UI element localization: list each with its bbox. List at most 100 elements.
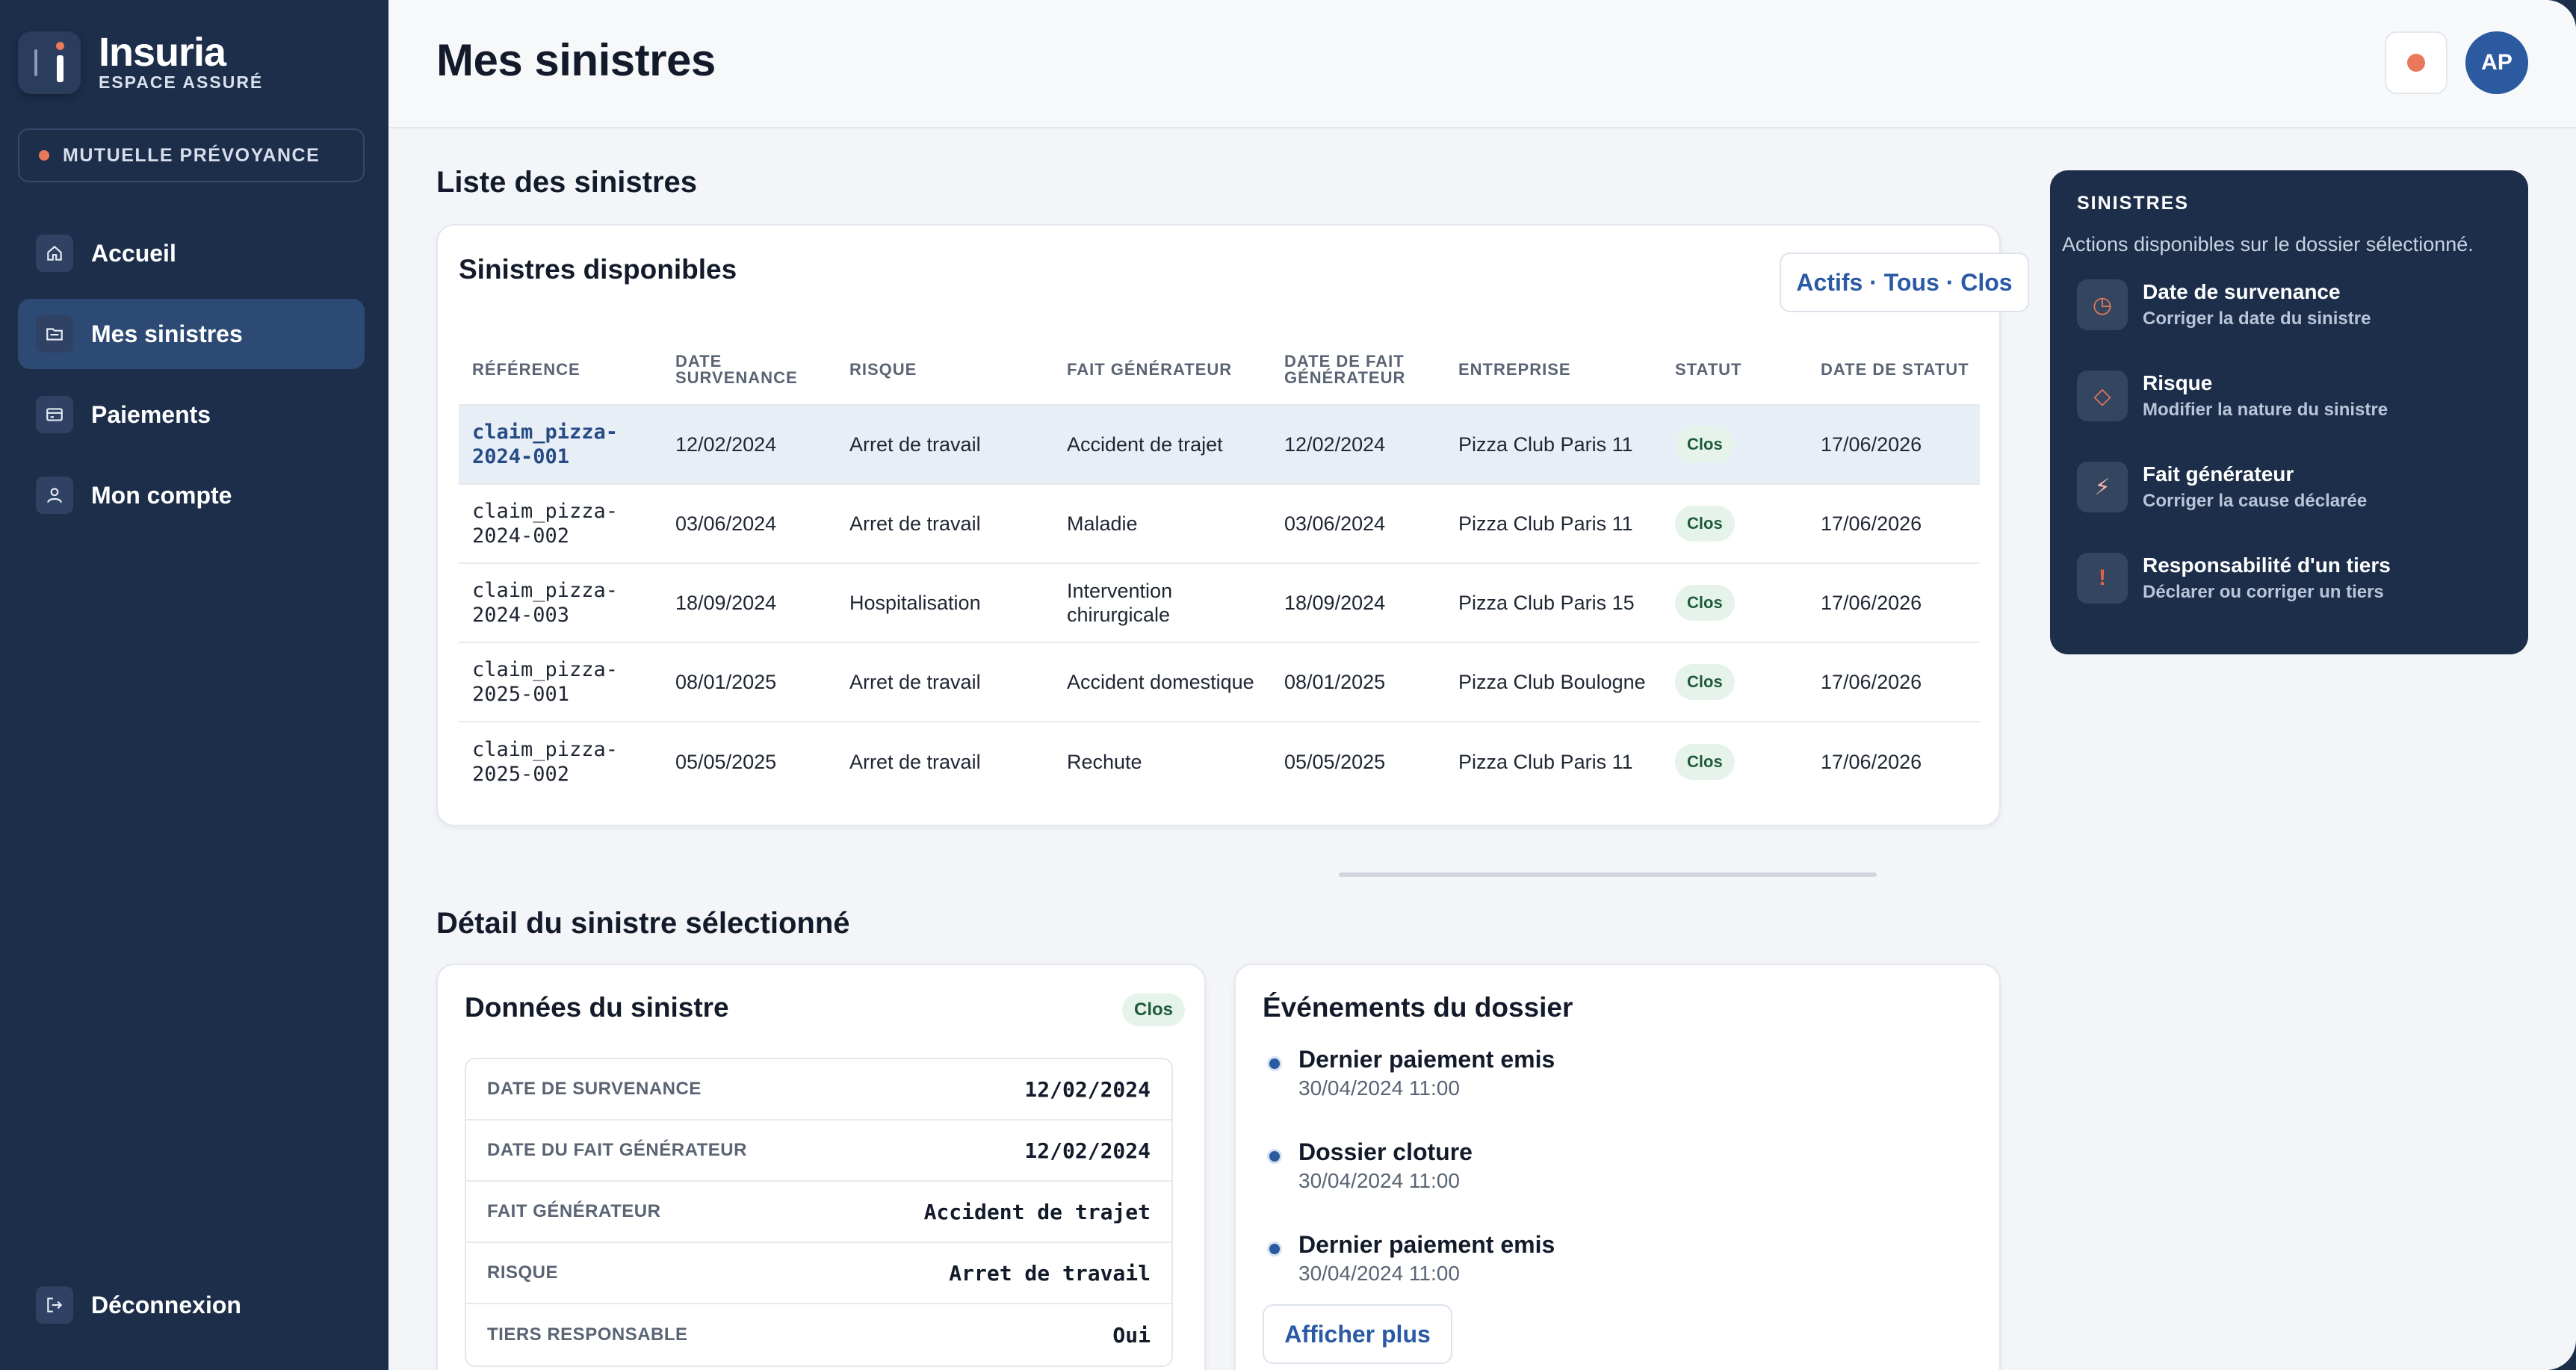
field-label: DATE DE SURVENANCE	[487, 1079, 702, 1099]
claim-reference[interactable]: claim_pizza-2024-001	[472, 421, 619, 468]
field-value: Oui	[1112, 1322, 1151, 1348]
field-row: FAIT GÉNÉRATEUR Accident de trajet	[466, 1182, 1171, 1243]
field-value: Arret de travail	[949, 1260, 1151, 1286]
claim-risque: Arret de travail	[836, 484, 1053, 564]
timeline-event: Dossier cloture 30/04/2024 11:00	[1263, 1138, 1555, 1231]
claims-list-card: Sinistres disponibles Actifs · Tous · Cl…	[436, 224, 2029, 826]
page-title: Mes sinistres	[436, 35, 716, 85]
claim-risque: Arret de travail	[849, 750, 981, 773]
claim-date-fait: 05/05/2025	[1284, 750, 1386, 773]
avatar[interactable]: AP	[2465, 31, 2528, 94]
event-date: 30/04/2024 11:00	[1298, 1169, 1460, 1192]
action-risque[interactable]: ◇ Risque Modifier la nature du sinistre	[2077, 371, 2388, 421]
sidebar-item-label: Accueil	[91, 239, 176, 267]
column-header-date-fait[interactable]: DATE DE FAIT GÉNÉRATEUR	[1271, 335, 1445, 406]
sidebar-item-mes-sinistres[interactable]: Mes sinistres	[18, 299, 365, 369]
insuria-logo-icon	[18, 31, 81, 94]
lightning-icon: ⚡	[2077, 462, 2128, 512]
field-value: 12/02/2024	[1024, 1138, 1151, 1163]
column-header-reference[interactable]: RÉFÉRENCE	[459, 335, 662, 406]
claim-fait: Accident domestique	[1053, 642, 1271, 722]
sidebar-item-label: Mon compte	[91, 481, 232, 509]
claim-date-statut: 17/06/2026	[1821, 750, 1922, 773]
column-header-date-survenance[interactable]: DATE SURVENANCE	[662, 335, 836, 406]
claim-reference[interactable]: claim_pizza-2024-003	[472, 579, 619, 627]
table-row[interactable]: claim_pizza-2024-003 18/09/2024 Hospital…	[459, 563, 1980, 643]
column-header-statut[interactable]: STATUT	[1662, 335, 1807, 406]
action-date-survenance[interactable]: ◷ Date de survenance Corriger la date du…	[2077, 279, 2371, 330]
diamond-icon: ◇	[2077, 371, 2128, 421]
column-header-date-statut[interactable]: DATE DE STATUT	[1807, 335, 1980, 406]
claim-entreprise: Pizza Club Paris 15	[1445, 563, 1662, 643]
table-row[interactable]: claim_pizza-2025-001 08/01/2025 Arret de…	[459, 642, 1980, 722]
field-value: 12/02/2024	[1024, 1076, 1151, 1102]
brand[interactable]: Insuria ESPACE ASSURÉ	[18, 31, 263, 94]
list-section-title: Liste des sinistres	[436, 166, 698, 199]
field-label: FAIT GÉNÉRATEUR	[487, 1201, 661, 1221]
field-row: TIERS RESPONSABLE Oui	[466, 1304, 1171, 1366]
card-icon	[36, 396, 73, 433]
claim-reference[interactable]: claim_pizza-2024-002	[472, 500, 619, 548]
notification-button[interactable]	[2385, 31, 2447, 94]
claim-date-fait: 12/02/2024	[1271, 405, 1445, 485]
event-title: Dernier paiement emis	[1298, 1231, 1555, 1258]
claim-fait: Accident de trajet	[1053, 405, 1271, 485]
action-title: Fait générateur	[2143, 462, 2294, 486]
claim-date-fait: 18/09/2024	[1271, 563, 1445, 643]
user-icon	[36, 477, 73, 514]
organization-name: MUTUELLE PRÉVOYANCE	[63, 144, 321, 166]
action-title: Risque	[2143, 371, 2213, 394]
status-badge: Clos	[1675, 743, 1735, 780]
table-header-row: RÉFÉRENCE DATE SURVENANCE RISQUE FAIT GÉ…	[459, 335, 1980, 406]
timeline-event: Dernier paiement emis 30/04/2024 11:00	[1263, 1046, 1555, 1138]
sidebar-item-mon-compte[interactable]: Mon compte	[18, 460, 365, 530]
claim-date: 12/02/2024	[662, 405, 836, 485]
claim-fait: Intervention chirurgicale	[1053, 563, 1271, 643]
action-title: Responsabilité d'un tiers	[2143, 554, 2391, 577]
brand-name: Insuria	[99, 29, 226, 75]
claim-date: 18/09/2024	[662, 563, 836, 643]
status-badge: Clos	[1122, 994, 1186, 1026]
table-row[interactable]: claim_pizza-2024-002 03/06/2024 Arret de…	[459, 484, 1980, 564]
claim-entreprise: Pizza Club Paris 11	[1445, 484, 1662, 564]
claim-entreprise: Pizza Club Boulogne	[1445, 642, 1662, 722]
sidebar-item-paiements[interactable]: Paiements	[18, 379, 365, 450]
claim-reference[interactable]: claim_pizza-2025-001	[472, 658, 619, 706]
status-filter-button[interactable]: Actifs · Tous · Clos	[1780, 252, 2029, 312]
table-row[interactable]: claim_pizza-2025-002 05/05/2025 Arret de…	[459, 722, 1980, 801]
event-title: Dossier cloture	[1298, 1138, 1473, 1165]
column-header-fait-generateur[interactable]: FAIT GÉNÉRATEUR	[1053, 335, 1271, 406]
claim-risque: Arret de travail	[836, 642, 1053, 722]
show-more-button[interactable]: Afficher plus	[1263, 1304, 1452, 1364]
claim-risque: Hospitalisation	[836, 563, 1053, 643]
sidebar-item-accueil[interactable]: Accueil	[18, 218, 365, 288]
field-label: DATE DU FAIT GÉNÉRATEUR	[487, 1140, 747, 1160]
field-row: RISQUE Arret de travail	[466, 1243, 1171, 1304]
actions-title: SINISTRES	[2077, 193, 2189, 214]
claim-date-statut: 17/06/2026	[1807, 484, 1980, 564]
resize-handle[interactable]	[1339, 872, 1877, 877]
action-title: Date de survenance	[2143, 280, 2341, 303]
status-badge: Clos	[1675, 585, 1735, 621]
column-header-entreprise[interactable]: ENTREPRISE	[1445, 335, 1662, 406]
timeline-dot-icon	[1267, 1149, 1282, 1164]
claim-entreprise: Pizza Club Paris 11	[1445, 405, 1662, 485]
timeline-event: Dernier paiement emis 30/04/2024 11:00	[1263, 1231, 1555, 1324]
status-badge: Clos	[1675, 664, 1735, 700]
actions-subtitle: Actions disponibles sur le dossier sélec…	[2062, 233, 2474, 255]
action-fait-generateur[interactable]: ⚡ Fait générateur Corriger la cause décl…	[2077, 462, 2367, 512]
timeline-dot-icon	[1267, 1242, 1282, 1256]
action-responsabilite-tiers[interactable]: ! Responsabilité d'un tiers Déclarer ou …	[2077, 553, 2391, 604]
events-timeline: Dernier paiement emis 30/04/2024 11:00 D…	[1263, 1046, 1555, 1324]
home-icon	[36, 235, 73, 272]
organization-pill[interactable]: MUTUELLE PRÉVOYANCE	[18, 128, 365, 182]
claim-entreprise: Pizza Club Paris 11	[1458, 750, 1633, 773]
claim-date-statut: 17/06/2026	[1807, 642, 1980, 722]
logout-button[interactable]: Déconnexion	[36, 1286, 241, 1324]
column-header-risque[interactable]: RISQUE	[836, 335, 1053, 406]
action-subtitle: Corriger la date du sinistre	[2143, 309, 2371, 329]
event-date: 30/04/2024 11:00	[1298, 1076, 1460, 1100]
action-subtitle: Déclarer ou corriger un tiers	[2143, 582, 2384, 602]
table-row[interactable]: claim_pizza-2024-001 12/02/2024 Arret de…	[459, 405, 1980, 485]
claim-reference[interactable]: claim_pizza-2025-002	[472, 737, 619, 786]
